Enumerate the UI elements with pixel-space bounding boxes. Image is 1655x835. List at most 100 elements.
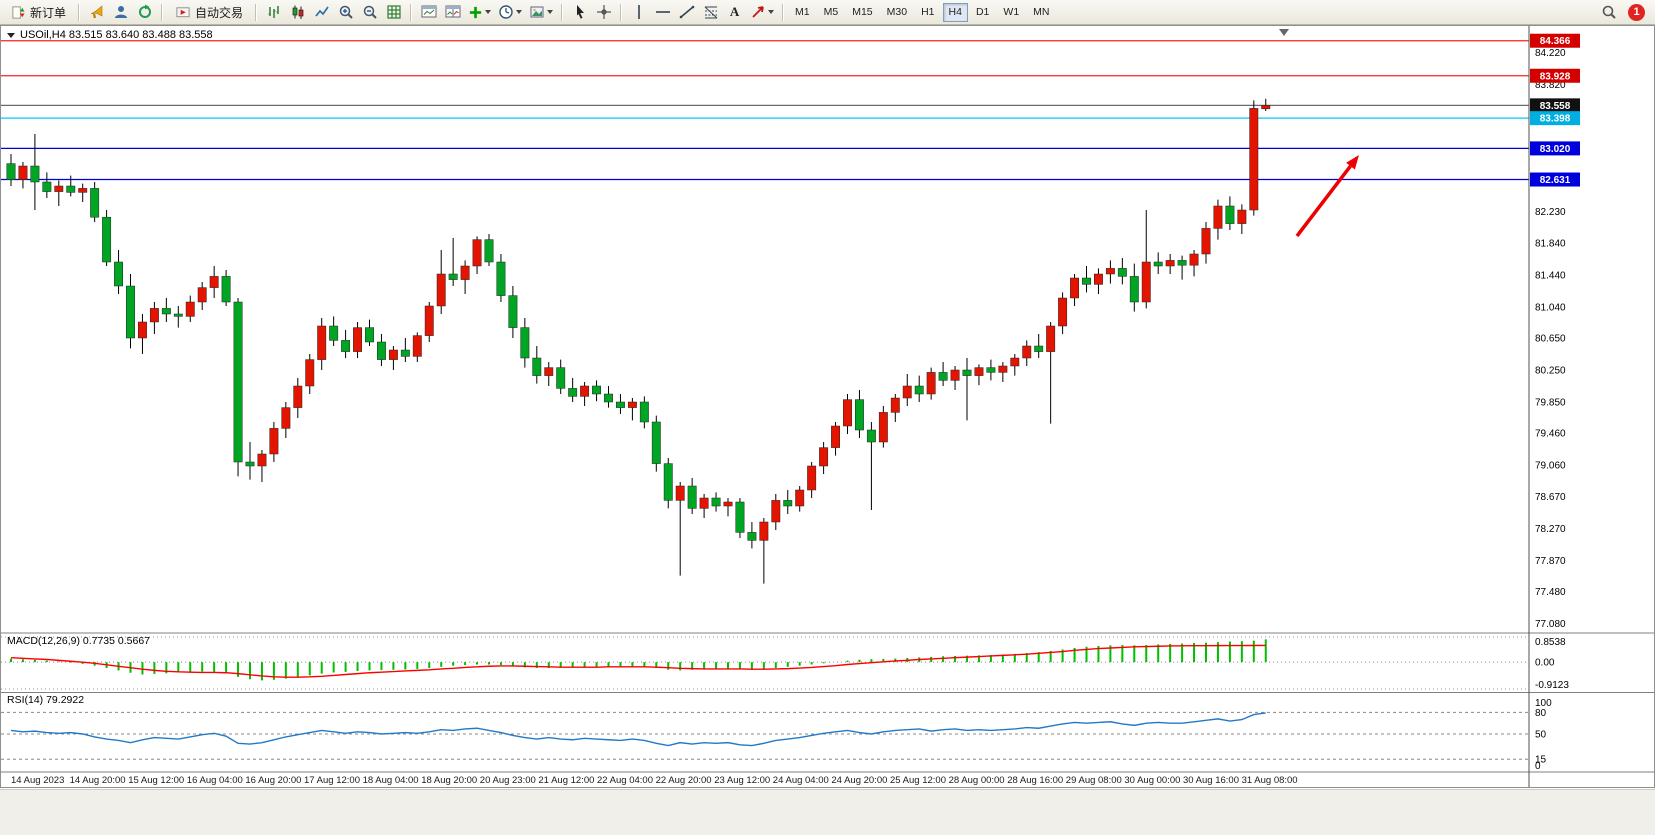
indicators-button[interactable] (465, 2, 494, 23)
macd-signal-line (10, 644, 1266, 678)
time-axis-label: 21 Aug 12:00 (538, 775, 594, 786)
tile-windows-button[interactable] (441, 2, 464, 23)
candle-body (221, 276, 231, 303)
candle-body (1237, 209, 1247, 224)
cursor-icon (576, 5, 584, 19)
time-axis-label: 14 Aug 20:00 (70, 775, 126, 786)
timeframe-button-m15[interactable]: M15 (846, 3, 878, 22)
candle-body (173, 313, 183, 317)
candle-body (424, 305, 434, 336)
candle-body (245, 461, 255, 467)
crosshair-tool-button[interactable] (592, 2, 615, 23)
candle-body (807, 465, 817, 491)
timeframe-button-m1[interactable]: M1 (789, 3, 816, 22)
timeframe-button-h1[interactable]: H1 (915, 3, 940, 22)
macd-axis-label: 0.00 (1535, 658, 1555, 669)
candle-body (78, 188, 88, 193)
time-axis-label: 18 Aug 20:00 (421, 775, 477, 786)
candle-body (185, 301, 195, 317)
candle-body (747, 532, 757, 541)
clock-icon (499, 5, 513, 19)
arrows-tool-button[interactable] (747, 2, 777, 23)
line-chart-mode-button[interactable] (310, 2, 333, 23)
candle-body (795, 489, 805, 507)
horizontal-line-tool-button[interactable] (651, 2, 674, 23)
notification-badge[interactable]: 1 (1628, 3, 1645, 21)
timeframe-button-m5[interactable]: M5 (818, 3, 845, 22)
candle-body (365, 327, 374, 343)
chart-window: 84.220 83.820 82.230 81.840 81.440 81.040 80.6… (0, 25, 1655, 788)
grid-icon (386, 5, 401, 19)
symbol-dropdown-icon[interactable] (7, 32, 15, 38)
price-tick-label: 81.040 (1535, 302, 1566, 313)
new-order-label: 新订单 (30, 5, 67, 20)
new-chart-window-button[interactable] (417, 2, 440, 23)
timeframe-button-h4[interactable]: H4 (942, 2, 968, 22)
candle-body (1094, 273, 1103, 285)
candle-body (90, 188, 100, 218)
timeframe-button-m30[interactable]: M30 (881, 3, 913, 22)
rsi-axis-label: 80 (1535, 708, 1547, 719)
search-icon (1602, 5, 1616, 19)
candle-body (341, 340, 351, 352)
candle-body (353, 327, 363, 352)
candle-body (926, 372, 936, 395)
candlestick-mode-button[interactable] (286, 2, 309, 23)
candle-body (293, 385, 303, 408)
templates-button[interactable] (526, 2, 556, 23)
candle-body (866, 429, 876, 443)
price-tick-label: 79.460 (1535, 429, 1566, 440)
price-tick-label: 77.080 (1535, 619, 1566, 630)
annotation-arrow-head[interactable] (1346, 155, 1359, 170)
candle-body (843, 399, 852, 427)
announcement-button[interactable] (85, 2, 108, 23)
autotrade-button[interactable]: 自动交易 (168, 2, 250, 23)
window-footer (0, 789, 1655, 835)
dropdown-caret (485, 10, 492, 14)
price-tick-label: 79.850 (1535, 398, 1566, 409)
refresh-icon (138, 4, 151, 18)
annotation-arrow-shaft[interactable] (1295, 165, 1352, 238)
candle-body (723, 501, 733, 507)
candle-body (532, 357, 542, 376)
profile-button[interactable] (109, 2, 132, 23)
crosshair-icon (596, 5, 611, 19)
main-toolbar: 新订单 自动交易 (0, 0, 1655, 25)
price-tick-label: 81.840 (1535, 238, 1566, 249)
fibonacci-tool-button[interactable] (699, 2, 722, 23)
candle-body (1225, 205, 1235, 224)
time-axis-label: 22 Aug 20:00 (656, 775, 712, 786)
timeframe-button-w1[interactable]: W1 (997, 3, 1025, 22)
text-tool-button[interactable]: A (723, 2, 746, 23)
price-tick-label: 78.670 (1535, 492, 1566, 503)
search-button[interactable] (1597, 2, 1620, 23)
candle-body (496, 261, 506, 296)
cursor-tool-button[interactable] (568, 2, 591, 23)
chart-window-icon (421, 5, 437, 18)
zoom-in-button[interactable] (334, 2, 357, 23)
candle-body (592, 385, 601, 395)
refresh-button[interactable] (133, 2, 156, 23)
time-axis-label: 28 Aug 00:00 (949, 775, 1005, 786)
candle-body (1189, 253, 1199, 266)
candle-body (460, 265, 470, 280)
trendline-tool-button[interactable] (675, 2, 698, 23)
candle-body (1034, 345, 1044, 352)
candle-body (1177, 260, 1187, 266)
candle-body (962, 369, 972, 376)
timeframe-button-d1[interactable]: D1 (970, 3, 995, 22)
toolbar-right-group: 1 (1597, 2, 1651, 23)
candle-body (687, 485, 697, 509)
grid-button[interactable] (382, 2, 405, 23)
zoom-in-icon (339, 5, 353, 19)
candle-body (1058, 297, 1068, 327)
new-order-button[interactable]: 新订单 (4, 2, 73, 23)
timeframe-button-mn[interactable]: MN (1027, 3, 1055, 22)
candle-body (675, 485, 685, 501)
bar-chart-mode-button[interactable] (262, 2, 285, 23)
vertical-line-tool-button[interactable] (627, 2, 650, 23)
candle-body (1105, 268, 1115, 275)
chart-canvas[interactable]: 84.220 83.820 82.230 81.840 81.440 81.040 80.6… (1, 26, 1654, 787)
periods-button[interactable] (495, 2, 525, 23)
zoom-out-button[interactable] (358, 2, 381, 23)
